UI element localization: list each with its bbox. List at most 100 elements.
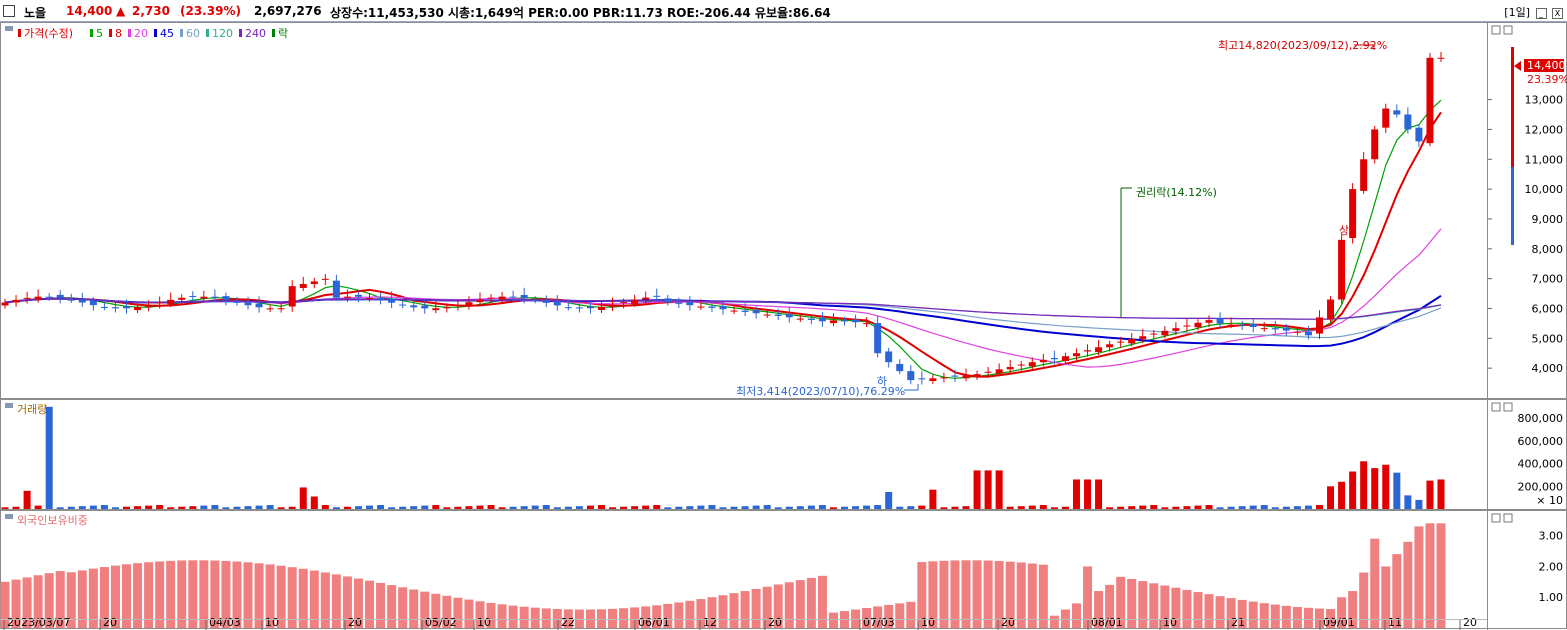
foreign-bar: [320, 572, 330, 628]
minimize-icon[interactable]: _: [1535, 8, 1547, 19]
candle-body: [984, 371, 992, 373]
x-tick-label: 10: [477, 616, 491, 629]
volume-bar: [288, 506, 296, 509]
volume-bar: [1117, 506, 1125, 509]
volume-bar: [1072, 479, 1080, 509]
candle-body: [531, 299, 539, 301]
candle-body: [78, 299, 86, 303]
candle-body: [1338, 239, 1346, 300]
volume-bar: [553, 507, 561, 509]
price-panel: [0, 22, 1567, 399]
volume-bar: [487, 505, 495, 509]
volume-bar: [995, 470, 1003, 509]
foreign-bar: [652, 605, 662, 628]
close-icon[interactable]: X: [1552, 8, 1563, 19]
candle-body: [818, 318, 826, 322]
stock-stats: 상장수:11,453,530 시총:1,649억 PER:0.00 PBR:11…: [330, 6, 831, 20]
foreign-bar: [1149, 583, 1159, 628]
volume-bar: [597, 505, 605, 509]
select-checkbox[interactable]: [3, 5, 15, 17]
foreign-bar: [1038, 564, 1048, 628]
volume-bar: [1238, 506, 1246, 509]
foreign-bar: [55, 571, 65, 628]
candle-body: [1216, 318, 1224, 324]
candle-body: [597, 306, 605, 311]
foreign-bar: [1193, 592, 1203, 628]
volume-bar: [233, 506, 241, 509]
volume-bar: [1382, 464, 1390, 509]
volume-bar: [1426, 480, 1434, 509]
volume-bar: [1, 507, 9, 509]
volume-bar: [509, 506, 517, 509]
foreign-bar: [1292, 606, 1302, 628]
volume-bar: [23, 490, 31, 509]
low-annotation: 최저3,414(2023/07/10),76.29%: [736, 385, 905, 398]
foreign-bar: [1326, 609, 1336, 628]
candle-body: [631, 299, 639, 304]
panel-buttons[interactable]: [1491, 25, 1513, 523]
foreign-bar: [1127, 578, 1137, 628]
x-tick-label: 21: [1231, 616, 1245, 629]
volume-bar: [1304, 505, 1312, 509]
volume-bar: [1161, 507, 1169, 509]
candle-body: [841, 320, 849, 322]
candle-body: [34, 296, 42, 300]
volume-value: 2,697,276: [254, 4, 322, 18]
current-price: 14,400: [66, 4, 113, 18]
volume-bar: [929, 489, 937, 509]
legend-swatch: [206, 29, 209, 37]
candle-body: [708, 306, 716, 308]
foreign-bar: [718, 595, 728, 628]
volume-bars: [1, 406, 1445, 509]
candle-body: [829, 320, 837, 324]
candle-body: [586, 306, 594, 309]
foreign-tick-label: 2.00: [1539, 560, 1564, 573]
foreign-bar: [287, 567, 297, 628]
foreign-bar: [177, 560, 187, 628]
candle-body: [1304, 331, 1312, 336]
foreign-bar: [1215, 596, 1225, 628]
volume-bar: [730, 506, 738, 509]
candle-body: [476, 299, 484, 303]
limit-down-mark: 하: [877, 374, 887, 388]
foreign-bar: [442, 595, 452, 628]
period-selector[interactable]: [1일]: [1504, 6, 1530, 19]
volume-bar: [620, 506, 628, 509]
candle-body: [100, 306, 108, 308]
candle-body: [1061, 356, 1069, 361]
candle-body: [697, 306, 705, 308]
foreign-bar: [828, 612, 838, 628]
foreign-bar: [729, 593, 739, 628]
foreign-bar: [243, 562, 253, 628]
foreign-bar: [994, 561, 1004, 628]
volume-bar: [332, 507, 340, 509]
volume-bar: [885, 491, 893, 509]
volume-bar: [1095, 479, 1103, 509]
volume-bar: [1150, 505, 1158, 509]
candle-body: [1, 302, 9, 306]
volume-bar: [465, 506, 473, 509]
volume-tick-label: 600,000: [1518, 435, 1564, 448]
panel-menu-icon[interactable]: [5, 403, 13, 408]
candle-body: [1238, 324, 1246, 326]
candle-body: [1437, 57, 1445, 59]
candle-body: [664, 298, 672, 303]
price-change-pct: (23.39%): [180, 4, 241, 18]
legend-label: 락: [278, 27, 288, 40]
candle-body: [995, 369, 1003, 374]
foreign-bar: [1281, 605, 1291, 628]
legend-label: 20: [134, 27, 148, 40]
x-tick-label: 08/01: [1091, 616, 1123, 629]
volume-bar: [542, 505, 550, 509]
volume-tick-label: 400,000: [1518, 458, 1564, 471]
volume-bar: [818, 505, 826, 509]
candle-body: [1039, 359, 1047, 363]
volume-bar: [1227, 506, 1235, 509]
volume-bar: [1106, 507, 1114, 509]
candle-body: [675, 302, 683, 304]
volume-bar: [1393, 472, 1401, 509]
foreign-bar: [1060, 609, 1070, 628]
panel-menu-icon[interactable]: [5, 514, 13, 519]
foreign-bar: [1226, 598, 1236, 628]
panel-menu-icon[interactable]: [5, 26, 13, 31]
